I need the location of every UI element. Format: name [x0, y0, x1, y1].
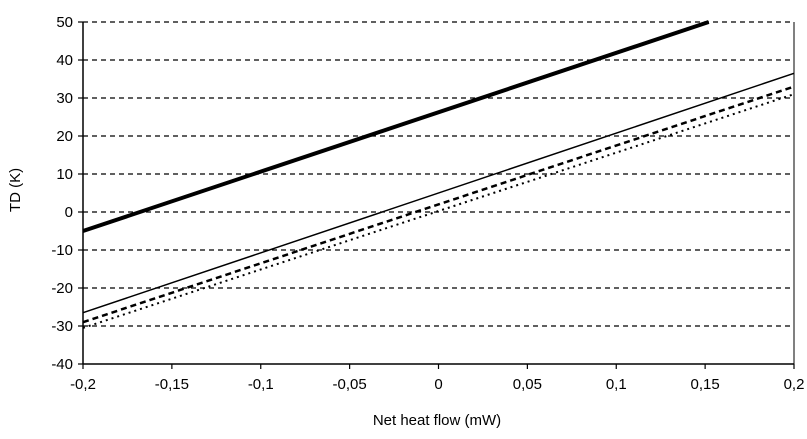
axes — [78, 21, 795, 369]
series-line-2 — [82, 85, 795, 324]
series-line-3 — [82, 93, 795, 329]
series-lines — [82, 20, 795, 329]
x-tick-label-1: -0,15 — [155, 376, 189, 393]
y-tick-label-8: 40 — [56, 52, 73, 69]
x-tick-label-4: 0 — [434, 376, 442, 393]
x-axis-title: Net heat flow (mW) — [373, 412, 501, 429]
y-tick-labels: -40 -30 -20 -10 0 10 20 30 40 50 — [51, 14, 73, 373]
y-tick-label-3: -10 — [51, 242, 73, 259]
y-tick-label-2: -20 — [51, 280, 73, 297]
x-tick-labels: -0,2 -0,15 -0,1 -0,05 0 0,05 0,1 0,15 0,2 — [70, 376, 804, 393]
y-tick-label-9: 50 — [56, 14, 73, 31]
x-tick-label-8: 0,2 — [784, 376, 805, 393]
x-tick-label-0: -0,2 — [70, 376, 96, 393]
x-tick-label-3: -0,05 — [333, 376, 367, 393]
y-tick-label-1: -30 — [51, 318, 73, 335]
y-tick-label-0: -40 — [51, 356, 73, 373]
series-line-0 — [82, 20, 710, 233]
y-tick-label-7: 30 — [56, 90, 73, 107]
x-tick-label-6: 0,1 — [606, 376, 627, 393]
y-axis-title: TD (K) — [7, 168, 24, 212]
y-tick-label-4: 0 — [65, 204, 73, 221]
grid-lines — [83, 21, 794, 327]
series-line-1 — [82, 72, 795, 314]
x-tick-label-5: 0,05 — [513, 376, 542, 393]
x-tick-label-7: 0,15 — [691, 376, 720, 393]
x-tick-label-2: -0,1 — [248, 376, 274, 393]
y-tick-label-5: 10 — [56, 166, 73, 183]
y-tick-label-6: 20 — [56, 128, 73, 145]
